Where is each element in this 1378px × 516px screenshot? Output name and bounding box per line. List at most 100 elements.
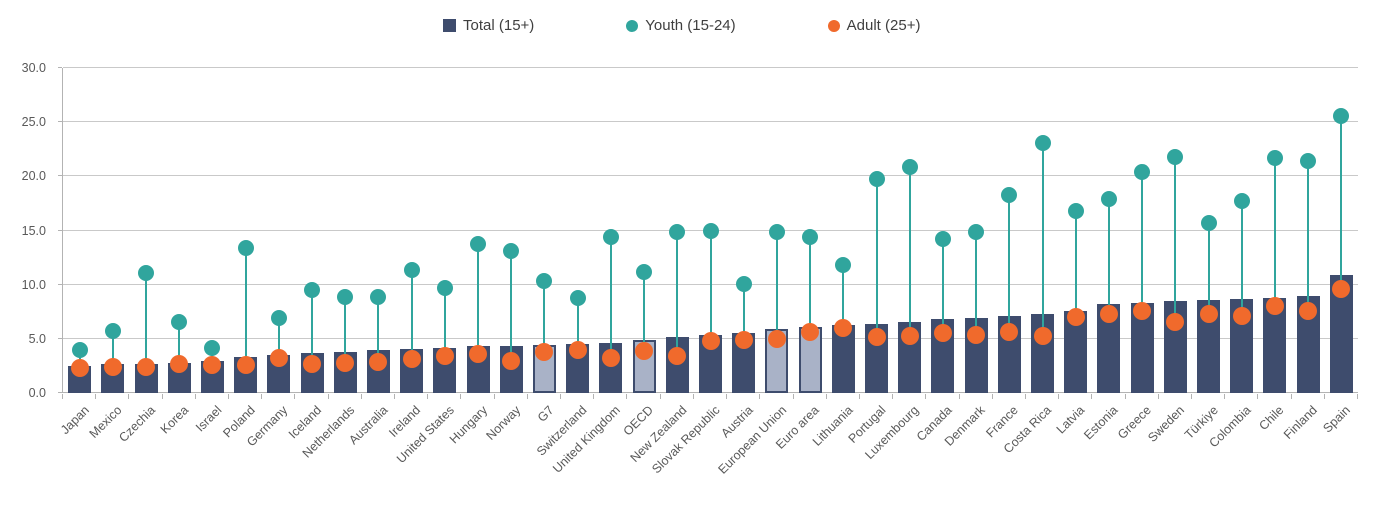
adult-dot <box>701 332 720 350</box>
youth-stem <box>1174 156 1177 322</box>
youth-dot <box>204 339 221 356</box>
youth-dot <box>1333 107 1350 124</box>
x-axis-tick <box>1290 394 1292 399</box>
y-axis-labels: 0.0 5.0 10.0 15.0 20.0 25.0 30.0 <box>0 61 54 400</box>
x-axis-tick <box>1058 394 1060 399</box>
x-axis-tick <box>659 394 661 399</box>
adult-dot <box>668 347 687 366</box>
youth-stem <box>1074 211 1077 318</box>
adult-dot <box>834 319 853 337</box>
x-axis-tick <box>626 394 628 399</box>
adult-dot <box>236 355 255 374</box>
y-axis-label: 0.0 <box>28 386 46 400</box>
adult-dot <box>137 358 155 376</box>
youth-stem <box>344 296 347 363</box>
youth-stem <box>311 290 314 364</box>
adult-dot <box>170 354 189 373</box>
y-axis-tick <box>58 121 62 123</box>
youth-dot <box>735 275 752 292</box>
youth-stem <box>178 321 181 364</box>
legend-item-adult: Adult (25+) <box>827 17 920 34</box>
x-axis-label: Korea <box>157 403 192 437</box>
adult-dot <box>1199 304 1218 323</box>
youth-circle-marker-icon <box>626 19 639 32</box>
youth-dot <box>337 288 354 305</box>
x-axis-tick <box>1190 394 1192 399</box>
gridline <box>63 67 1358 68</box>
adult-dot <box>801 323 820 342</box>
youth-dot <box>1300 153 1317 170</box>
y-axis-tick <box>58 67 62 68</box>
legend-item-total: Total (15+) <box>443 17 534 34</box>
x-axis-tick <box>1124 394 1126 399</box>
youth-stem <box>477 243 480 354</box>
adult-dot <box>70 359 89 378</box>
adult-dot <box>1133 301 1152 320</box>
adult-dot <box>1265 297 1284 316</box>
youth-dot <box>304 282 321 299</box>
youth-dot <box>901 158 918 175</box>
y-axis-tick <box>58 283 62 285</box>
youth-stem <box>941 239 944 334</box>
youth-stem <box>443 287 446 357</box>
adult-dot <box>1232 307 1251 326</box>
x-axis-tick <box>958 394 960 399</box>
youth-dot <box>104 323 121 340</box>
x-axis-tick <box>427 394 429 399</box>
chart-legend: Total (15+) Youth (15-24) Adult (25+) <box>443 17 920 34</box>
gridline <box>63 121 1358 123</box>
adult-dot <box>535 342 554 361</box>
x-axis-tick <box>560 394 562 399</box>
x-axis-tick <box>493 394 495 399</box>
legend-label-youth: Youth (15-24) <box>645 17 736 34</box>
total-square-marker-icon <box>443 19 456 32</box>
x-axis-tick <box>925 394 927 399</box>
x-axis-label: Spain <box>1320 403 1354 436</box>
x-axis-label: G7 <box>534 403 557 425</box>
x-axis-label: Japan <box>57 403 92 437</box>
youth-dot <box>536 273 553 290</box>
x-axis-labels: Japan Mexico Czechia Korea Israel Poland Germa… <box>58 394 1358 514</box>
youth-dot <box>602 229 619 245</box>
youth-dot <box>1167 148 1184 165</box>
y-axis-label: 25.0 <box>21 115 46 130</box>
adult-dot <box>369 352 388 371</box>
y-axis-label: 20.0 <box>21 169 46 184</box>
x-axis-tick <box>991 394 993 399</box>
adult-dot <box>900 326 919 345</box>
x-axis-label: Norway <box>483 403 524 443</box>
youth-stem <box>1041 142 1044 336</box>
youth-stem <box>1340 115 1343 289</box>
x-axis-tick <box>261 394 263 399</box>
x-axis-tick <box>327 394 329 399</box>
legend-item-youth: Youth (15-24) <box>626 17 736 34</box>
x-axis-tick <box>1257 394 1259 399</box>
y-axis-tick <box>58 392 62 393</box>
youth-dot <box>1200 214 1217 231</box>
youth-dot <box>1134 164 1151 180</box>
x-axis-tick <box>1224 394 1226 399</box>
y-axis-label: 5.0 <box>28 331 46 346</box>
youth-dot <box>669 223 686 240</box>
x-axis-label: Sweden <box>1145 403 1188 445</box>
x-axis-tick <box>161 394 163 399</box>
x-axis-tick <box>526 394 528 399</box>
youth-stem <box>1141 172 1144 311</box>
adult-circle-marker-icon <box>827 19 840 32</box>
adult-dot <box>402 350 421 369</box>
adult-dot <box>601 349 620 368</box>
x-axis-label: Chile <box>1256 403 1287 434</box>
youth-dot <box>934 231 951 248</box>
adult-dot <box>635 341 654 360</box>
x-axis-tick <box>1157 394 1159 399</box>
youth-stem <box>543 281 546 352</box>
x-axis-tick <box>1024 394 1026 399</box>
adult-dot <box>1066 308 1085 327</box>
total-bar <box>1329 274 1353 393</box>
youth-stem <box>377 296 380 362</box>
x-axis-tick <box>394 394 396 399</box>
x-axis-tick <box>726 394 728 399</box>
youth-dot <box>802 229 819 245</box>
adult-dot <box>1033 326 1052 345</box>
x-axis-tick <box>792 394 794 399</box>
